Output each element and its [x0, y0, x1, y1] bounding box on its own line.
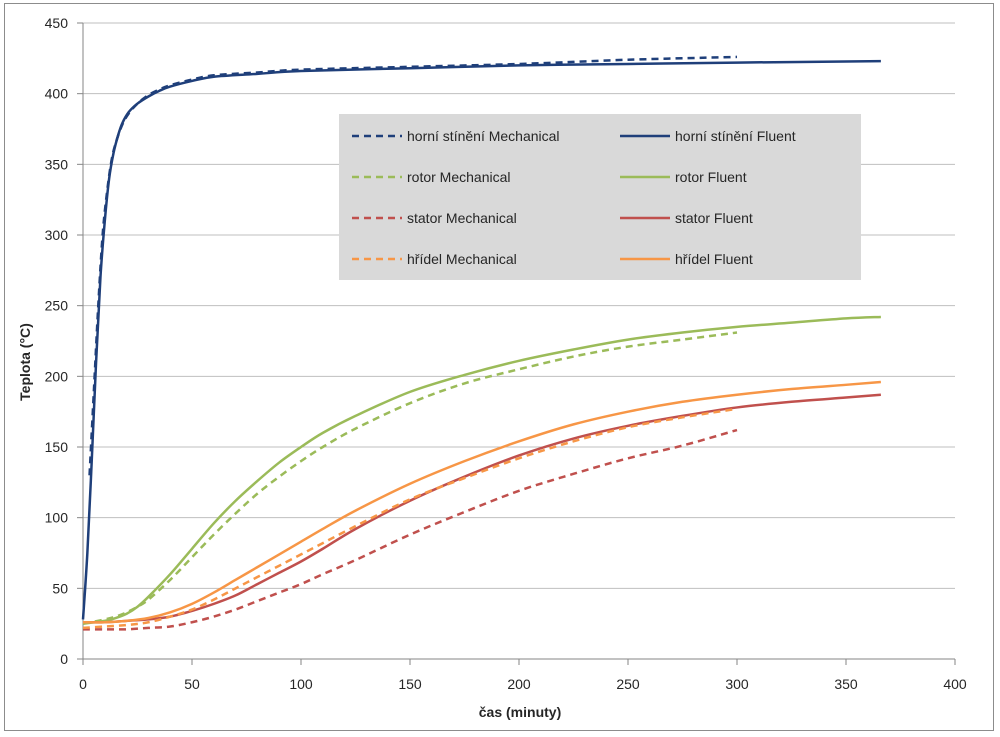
legend-label-rotor-fluent: rotor Fluent	[675, 169, 747, 185]
legend-background	[339, 114, 861, 280]
x-tick-label: 300	[725, 676, 749, 692]
y-tick-label: 350	[45, 156, 69, 172]
y-tick-label: 450	[45, 15, 69, 31]
y-tick-label: 150	[45, 439, 69, 455]
y-tick-label: 0	[60, 651, 68, 667]
series-line-horni-stineni-fluent	[81, 59, 881, 620]
x-tick-label: 350	[834, 676, 858, 692]
series-line-stator-mechanical	[82, 428, 738, 631]
y-tick-label: 100	[45, 510, 69, 526]
axes	[77, 22, 956, 665]
legend-label-hridel-mechanical: hřídel Mechanical	[407, 251, 517, 267]
legend-label-stator-fluent: stator Fluent	[675, 210, 753, 226]
y-tick-label: 250	[45, 298, 69, 314]
x-tick-label: 50	[184, 676, 200, 692]
y-tick-label: 300	[45, 227, 69, 243]
tick-labels: 0 50 100 150 200 250 300 350 400 450 0 50 100 150 200 2…	[45, 15, 967, 692]
x-tick-label: 150	[398, 676, 422, 692]
legend-label-rotor-mechanical: rotor Mechanical	[407, 169, 511, 185]
x-axis-title: čas (minuty)	[479, 704, 561, 720]
series-lines	[81, 55, 881, 631]
x-tick-label: 400	[943, 676, 967, 692]
legend-label-hridel-fluent: hřídel Fluent	[675, 251, 753, 267]
series-line-stator-fluent	[82, 393, 881, 624]
x-tick-label: 200	[507, 676, 531, 692]
x-tick-label: 250	[616, 676, 640, 692]
y-tick-label: 50	[52, 580, 68, 596]
y-tick-label: 200	[45, 368, 69, 384]
gridlines	[83, 22, 955, 589]
legend-label-horni-stineni-fluent: horní stínění Fluent	[675, 128, 796, 144]
legend-label-horni-stineni-mechanical: horní stínění Mechanical	[407, 128, 560, 144]
legend-label-stator-mechanical: stator Mechanical	[407, 210, 517, 226]
series-line-hridel-fluent	[82, 380, 881, 624]
x-tick-label: 100	[289, 676, 313, 692]
x-tick-label: 0	[79, 676, 87, 692]
series-line-hridel-mechanical	[82, 407, 738, 630]
series-line-rotor-fluent	[82, 315, 881, 625]
legend: horní stínění Mechanical horní stínění Fl…	[339, 114, 861, 280]
y-axis-title: Teplota (°C)	[17, 323, 33, 401]
y-tick-label: 400	[45, 86, 69, 102]
